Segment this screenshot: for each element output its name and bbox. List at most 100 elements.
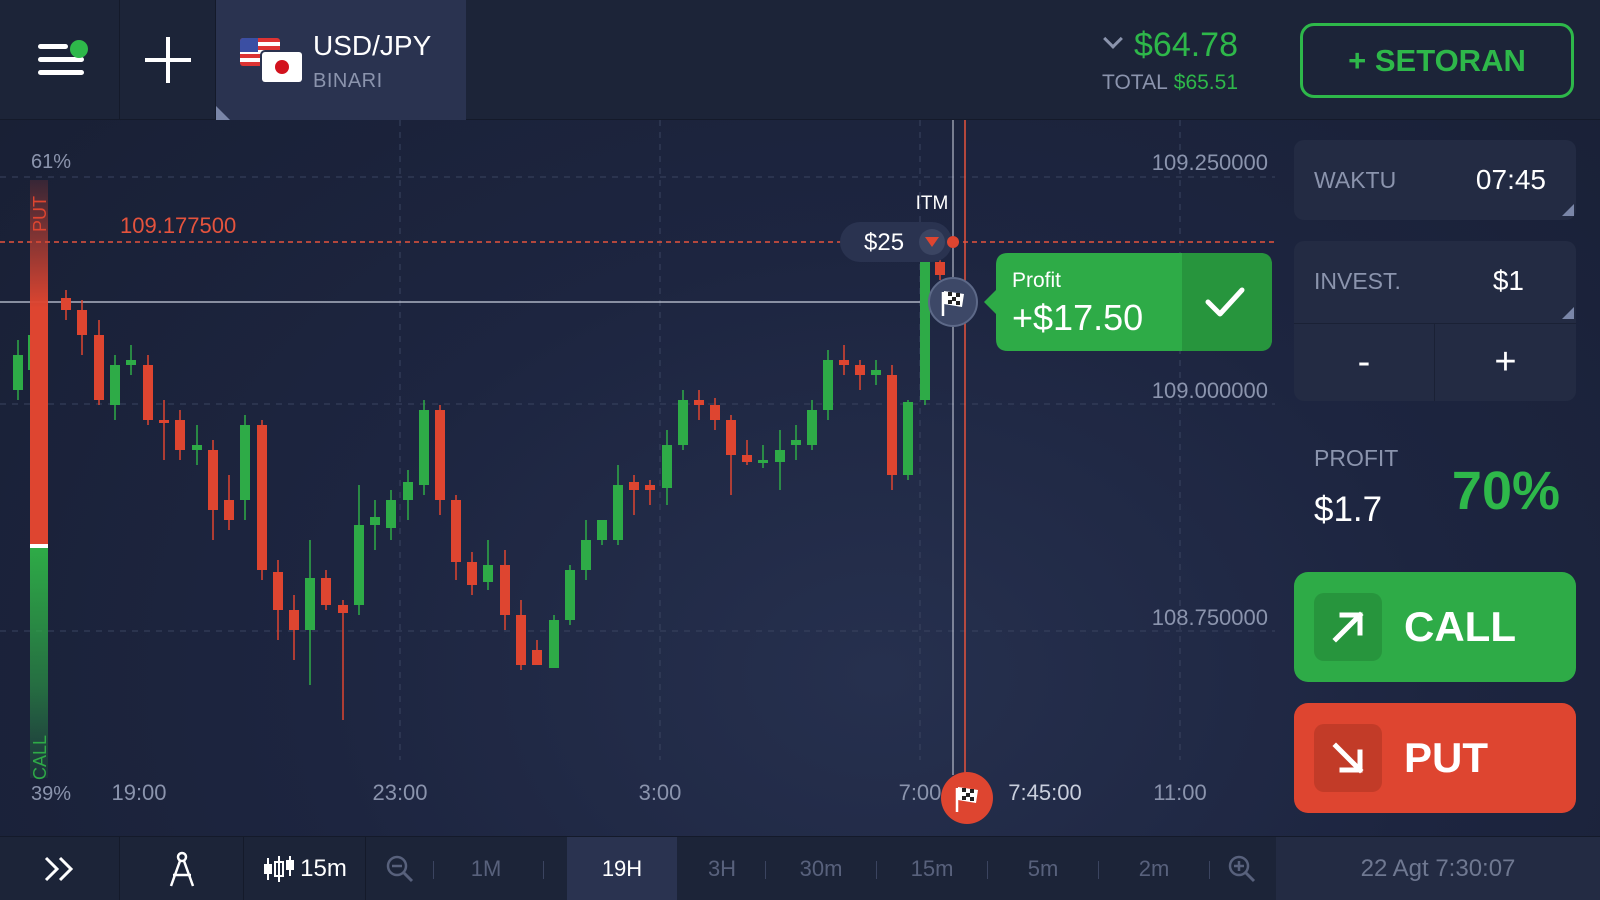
timeframe-15m[interactable]: 15m — [910, 856, 954, 881]
invest-control: INVEST. $1 - + — [1294, 241, 1576, 401]
top-bar: USD/JPY BINARI $64.78 TOTAL $65.51 + SETO… — [0, 0, 1600, 120]
decrease-invest-button[interactable]: - — [1294, 323, 1435, 401]
zoom-out-icon — [386, 855, 414, 883]
timeframe-30m[interactable]: 30m — [799, 856, 843, 881]
total-value: $65.51 — [1173, 71, 1238, 94]
profit-popup-title: Profit — [1012, 269, 1061, 292]
candle-body — [240, 425, 250, 500]
candle-body — [61, 298, 71, 310]
candle-body — [483, 565, 493, 582]
candle-body — [629, 482, 639, 490]
checkered-flag-icon — [941, 291, 964, 316]
arrow-up-right-icon — [1314, 593, 1382, 661]
server-datetime: 22 Agt 7:30:07 — [1276, 837, 1600, 900]
candle-body — [435, 410, 445, 500]
profit-percent: 70% — [1451, 461, 1560, 521]
candle-body — [742, 455, 752, 462]
zoom-in-button[interactable] — [1216, 837, 1268, 900]
candle-body — [338, 605, 348, 613]
sentiment-top-percent: 61% — [31, 151, 71, 173]
compass-icon — [169, 851, 194, 887]
candle-body — [126, 360, 136, 365]
candle-body — [273, 572, 283, 610]
time-label: 23:00 — [372, 780, 427, 805]
invest-label: INVEST. — [1314, 268, 1401, 294]
add-asset-button[interactable] — [120, 0, 216, 120]
total-label: TOTAL — [1102, 71, 1168, 94]
candle-body — [678, 400, 688, 445]
zoom-in-icon — [1228, 855, 1256, 883]
expiry-flag-marker[interactable] — [941, 772, 993, 824]
timeframe-19H[interactable]: 19H — [567, 837, 677, 900]
zoom-out-button[interactable] — [374, 837, 426, 900]
balance-selector[interactable]: $64.78 TOTAL $65.51 — [1102, 26, 1238, 95]
deposit-button[interactable]: + SETORAN — [1300, 23, 1574, 98]
candle-body — [305, 578, 315, 630]
sentiment-marker — [30, 544, 48, 548]
expand-panel-button[interactable] — [0, 837, 120, 900]
profit-popup[interactable]: Profit +$17.50 — [984, 253, 1272, 351]
sentiment-call-bar — [30, 548, 48, 778]
candle-body — [726, 420, 736, 455]
increase-invest-button[interactable]: + — [1435, 323, 1576, 401]
candle-body — [500, 565, 510, 615]
candle-body — [807, 410, 817, 445]
candle-body — [887, 375, 897, 475]
menu-button[interactable] — [0, 0, 120, 120]
candle-body — [175, 420, 185, 450]
timeframe-1M[interactable]: 1M — [470, 856, 502, 881]
time-value: 07:45 — [1475, 164, 1546, 195]
candle-body — [419, 410, 429, 485]
price-label: 108.750000 — [1152, 605, 1268, 630]
candle-body — [710, 405, 720, 420]
candle-body — [224, 500, 234, 520]
candle-body — [110, 365, 120, 405]
chart-type-button[interactable]: 15m — [244, 837, 366, 900]
candle-body — [386, 500, 396, 528]
checkmark-icon — [1205, 287, 1245, 317]
sentiment-put-label: PUT — [30, 196, 50, 232]
put-button[interactable]: PUT — [1294, 703, 1576, 813]
entry-point-dot — [947, 236, 959, 248]
call-button[interactable]: CALL — [1294, 572, 1576, 682]
candle-body — [839, 360, 849, 365]
candle-body — [77, 310, 87, 335]
time-label: WAKTU — [1314, 167, 1397, 193]
current-price-flag — [928, 277, 978, 327]
timeframe-5m[interactable]: 5m — [1027, 856, 1059, 881]
candle-body — [208, 450, 218, 510]
drawing-tools-button[interactable] — [120, 837, 244, 900]
asset-tab[interactable]: USD/JPY BINARI — [216, 0, 466, 120]
deal-marker[interactable]: $25 — [840, 222, 959, 262]
candle-body — [549, 620, 559, 668]
arrow-down-right-icon — [1314, 724, 1382, 792]
candle-body — [823, 360, 833, 410]
expiry-time-selector[interactable]: WAKTU 07:45 — [1294, 140, 1576, 220]
chart-type-label: 15m — [300, 855, 347, 882]
candle-body — [321, 578, 331, 605]
profit-popup-value: +$17.50 — [1012, 297, 1143, 338]
price-chart[interactable]: 109.250000 109.000000 108.750000 109.177… — [0, 120, 1280, 836]
candle-body — [257, 425, 267, 570]
candle-body — [370, 517, 380, 525]
candle-body — [467, 562, 477, 585]
double-chevron-right-icon — [44, 856, 73, 882]
put-label: PUT — [1404, 734, 1488, 781]
timeframe-2m[interactable]: 2m — [1138, 856, 1170, 881]
corner-indicator — [1562, 204, 1574, 216]
itm-label: ITM — [916, 193, 949, 214]
candle-body — [159, 420, 169, 423]
candle-body — [694, 400, 704, 405]
chart-canvas[interactable]: 109.250000 109.000000 108.750000 109.177… — [0, 120, 1280, 836]
candle-body — [775, 450, 785, 462]
timeframe-3H[interactable]: 3H — [707, 856, 737, 881]
call-label: CALL — [1404, 603, 1516, 650]
bottom-toolbar: 15m 1M 19H 3H 30m 15m 5m 2m 22 Agt 7:30:… — [0, 836, 1600, 900]
candle-body — [758, 460, 768, 463]
invest-amount-field[interactable]: INVEST. $1 — [1294, 241, 1576, 323]
price-label: 109.250000 — [1152, 150, 1268, 175]
balance-amount: $64.78 — [1134, 26, 1238, 64]
deal-amount: $25 — [864, 229, 904, 256]
time-label: 7:00 — [899, 780, 942, 805]
